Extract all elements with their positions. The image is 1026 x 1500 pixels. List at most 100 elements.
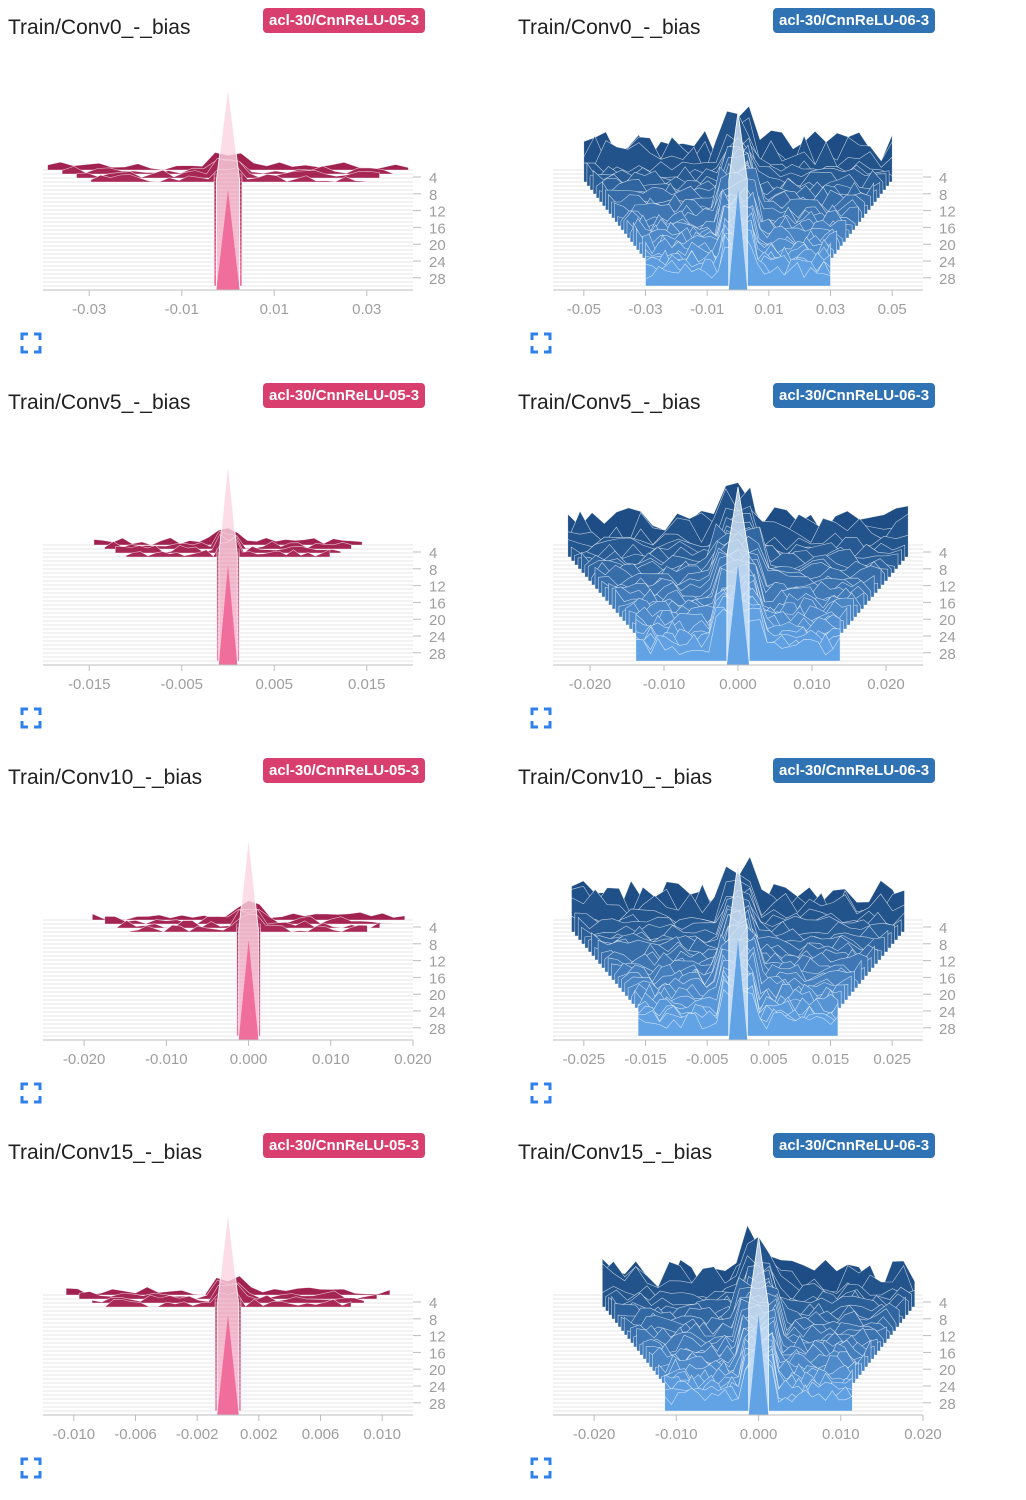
fullscreen-expand-icon[interactable]	[530, 332, 552, 354]
step-tick-label: 16	[939, 970, 956, 987]
step-tick-label: 28	[429, 1021, 446, 1038]
x-tick-label: -0.002	[176, 1426, 219, 1443]
step-tick-label: 24	[939, 254, 956, 271]
step-tick-label: 28	[429, 646, 446, 663]
step-tick-label: 28	[939, 271, 956, 288]
histogram-mode-front	[218, 565, 238, 665]
x-tick-label: -0.010	[643, 676, 686, 693]
histogram-mode-front	[217, 1315, 239, 1415]
step-tick-label: 8	[939, 562, 947, 579]
step-tick-label: 24	[939, 1004, 956, 1021]
step-tick-label: 12	[939, 1329, 956, 1346]
step-tick-label: 8	[939, 187, 947, 204]
x-tick-label: 0.020	[867, 676, 905, 693]
step-tick-label: 12	[939, 204, 956, 221]
step-tick-label: 16	[429, 1345, 446, 1362]
x-tick-label: 0.010	[312, 1051, 350, 1068]
fullscreen-expand-icon[interactable]	[20, 1082, 42, 1104]
x-tick-label: 0.03	[352, 301, 381, 318]
step-tick-label: 20	[429, 987, 446, 1004]
step-tick-label: 12	[939, 954, 956, 971]
run-badge: acl-30/CnnReLU-05-3	[263, 383, 426, 408]
x-tick-label: 0.010	[822, 1426, 860, 1443]
x-tick-label: 0.010	[793, 676, 831, 693]
step-tick-label: 28	[429, 271, 446, 288]
x-tick-label: -0.005	[686, 1051, 729, 1068]
x-tick-label: -0.005	[160, 676, 203, 693]
step-tick-label: 20	[939, 987, 956, 1004]
x-tick-label: 0.000	[719, 676, 757, 693]
x-tick-label: 0.006	[302, 1426, 340, 1443]
step-tick-label: 4	[939, 545, 947, 562]
step-tick-label: 8	[939, 1312, 947, 1329]
histogram-card: Train/Conv15_-_bias acl-30/CnnReLU-06-3 -0…	[510, 1125, 1015, 1500]
step-tick-label: 16	[939, 1345, 956, 1362]
fullscreen-expand-icon[interactable]	[530, 1082, 552, 1104]
histogram-card: Train/Conv5_-_bias acl-30/CnnReLU-06-3 -0.…	[510, 375, 1015, 750]
histogram-mode-front	[748, 1315, 769, 1415]
run-badge: acl-30/CnnReLU-05-3	[263, 758, 426, 783]
chart-title: Train/Conv5_-_bias	[8, 391, 191, 414]
chart-title: Train/Conv10_-_bias	[518, 766, 713, 789]
run-badge: acl-30/CnnReLU-06-3	[773, 8, 936, 33]
step-tick-label: 8	[429, 187, 437, 204]
step-tick-label: 16	[939, 595, 956, 612]
histogram-plot: -0.025 -0.015 -0.005 0.005 0.015 0.0254812162…	[553, 855, 956, 1068]
step-tick-label: 24	[429, 629, 446, 646]
x-tick-label: -0.010	[655, 1426, 698, 1443]
step-tick-label: 12	[429, 579, 446, 596]
step-tick-label: 16	[429, 970, 446, 987]
fullscreen-expand-icon[interactable]	[20, 707, 42, 729]
step-tick-label: 24	[429, 1004, 446, 1021]
step-tick-label: 28	[429, 1396, 446, 1413]
x-tick-label: 0.015	[812, 1051, 850, 1068]
x-tick-label: 0.000	[740, 1426, 778, 1443]
x-tick-label: -0.015	[624, 1051, 667, 1068]
step-tick-label: 4	[429, 170, 437, 187]
step-tick-label: 20	[429, 237, 446, 254]
step-tick-label: 20	[939, 612, 956, 629]
step-tick-label: 20	[939, 1362, 956, 1379]
run-badge: acl-30/CnnReLU-05-3	[263, 1133, 426, 1158]
run-badge: acl-30/CnnReLU-06-3	[773, 758, 936, 783]
histogram-mode-front	[728, 940, 748, 1040]
x-tick-label: 0.020	[904, 1426, 942, 1443]
step-tick-label: 8	[429, 562, 437, 579]
step-tick-label: 4	[429, 1295, 437, 1312]
step-tick-label: 20	[939, 237, 956, 254]
x-tick-label: -0.05	[567, 301, 601, 318]
step-tick-label: 4	[939, 170, 947, 187]
x-tick-label: -0.03	[628, 301, 662, 318]
step-tick-label: 20	[429, 612, 446, 629]
x-tick-label: 0.005	[750, 1051, 788, 1068]
histogram-card: Train/Conv5_-_bias acl-30/CnnReLU-05-3 -0.…	[0, 375, 505, 750]
histogram-card: Train/Conv10_-_bias acl-30/CnnReLU-05-3 -0…	[0, 750, 505, 1125]
step-tick-label: 4	[939, 1295, 947, 1312]
step-tick-label: 4	[429, 920, 437, 937]
histogram-card: Train/Conv15_-_bias acl-30/CnnReLU-05-3 -0…	[0, 1125, 505, 1500]
x-tick-label: 0.005	[255, 676, 293, 693]
run-badge: acl-30/CnnReLU-06-3	[773, 383, 936, 408]
step-tick-label: 20	[429, 1362, 446, 1379]
x-tick-label: 0.010	[363, 1426, 401, 1443]
step-tick-label: 24	[939, 629, 956, 646]
step-tick-label: 28	[939, 1021, 956, 1038]
histogram-mode-front	[216, 190, 240, 290]
x-tick-label: 0.000	[230, 1051, 268, 1068]
x-tick-label: -0.006	[114, 1426, 157, 1443]
x-tick-label: -0.020	[573, 1426, 616, 1443]
x-tick-label: -0.010	[53, 1426, 96, 1443]
step-tick-label: 24	[939, 1379, 956, 1396]
fullscreen-expand-icon[interactable]	[20, 332, 42, 354]
fullscreen-expand-icon[interactable]	[530, 707, 552, 729]
step-tick-label: 12	[939, 579, 956, 596]
fullscreen-expand-icon[interactable]	[20, 1457, 42, 1479]
x-tick-label: -0.01	[690, 301, 724, 318]
chart-title: Train/Conv0_-_bias	[8, 16, 191, 39]
x-tick-label: -0.025	[563, 1051, 606, 1068]
run-badge: acl-30/CnnReLU-05-3	[263, 8, 426, 33]
step-tick-label: 16	[939, 220, 956, 237]
fullscreen-expand-icon[interactable]	[530, 1457, 552, 1479]
step-tick-label: 12	[429, 204, 446, 221]
